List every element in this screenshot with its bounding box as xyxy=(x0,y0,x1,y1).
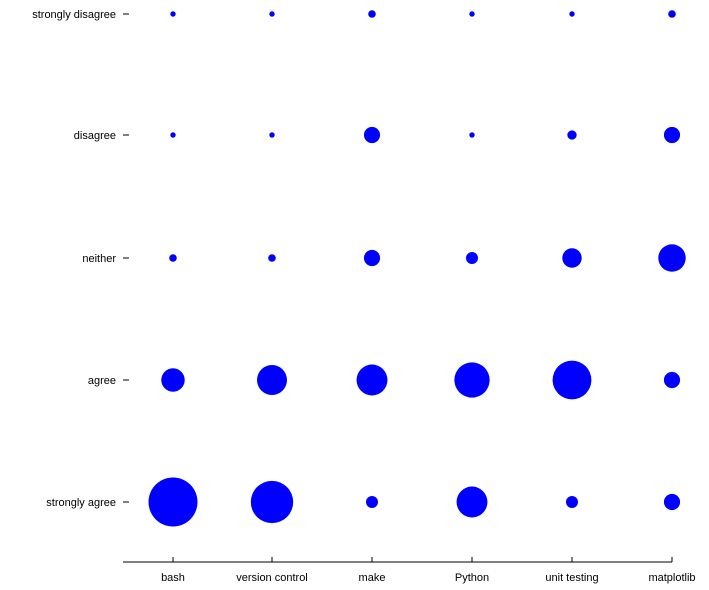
bubble-marker xyxy=(365,495,379,509)
bubble-marker xyxy=(663,126,681,144)
bubble-marker xyxy=(257,365,287,395)
bubble-marker xyxy=(368,10,376,18)
bubble-marker xyxy=(565,495,579,509)
bubble-marker xyxy=(356,364,388,396)
y-tick-label: disagree xyxy=(74,130,116,142)
bubble-marker xyxy=(170,11,176,17)
y-tick-label: neither xyxy=(82,253,116,265)
bubble-marker xyxy=(170,132,176,138)
bubble-marker xyxy=(456,486,488,518)
bubble-marker xyxy=(454,362,490,398)
bubble-marker xyxy=(268,254,276,262)
bubble-marker xyxy=(363,249,381,267)
y-tick-group: strongly disagree disagree neither agree str… xyxy=(32,9,129,509)
bubble-marker xyxy=(562,248,582,268)
y-tick-label: agree xyxy=(88,375,116,387)
bubble-marker xyxy=(269,11,275,17)
bubble-marker xyxy=(169,254,177,262)
bubble-marker xyxy=(658,244,686,272)
bubble-marker xyxy=(465,251,479,265)
bubble-marker xyxy=(250,480,294,524)
bubble-marker xyxy=(552,360,592,400)
bubble-marker xyxy=(663,493,681,511)
x-tick-label: Python xyxy=(455,572,489,584)
y-tick-label: strongly disagree xyxy=(32,9,116,21)
bubble-marker xyxy=(269,132,275,138)
x-tick-group: bash version control make Python unit testin… xyxy=(161,557,696,584)
bubble-marker xyxy=(567,130,577,140)
bubble-marker xyxy=(469,132,475,138)
x-tick-label: make xyxy=(359,572,386,584)
x-tick-label: unit testing xyxy=(545,572,598,584)
bubble-group xyxy=(148,10,686,527)
x-tick-label: version control xyxy=(236,572,308,584)
bubble-marker xyxy=(569,11,575,17)
bubble-marker xyxy=(363,126,381,144)
bubble-marker xyxy=(161,368,185,392)
bubble-marker xyxy=(668,10,676,18)
x-tick-label: matplotlib xyxy=(648,572,695,584)
x-tick-label: bash xyxy=(161,572,185,584)
bubble-marker xyxy=(148,477,198,527)
y-tick-label: strongly agree xyxy=(46,497,116,509)
bubble-marker xyxy=(663,371,681,389)
bubble-marker xyxy=(469,11,475,17)
